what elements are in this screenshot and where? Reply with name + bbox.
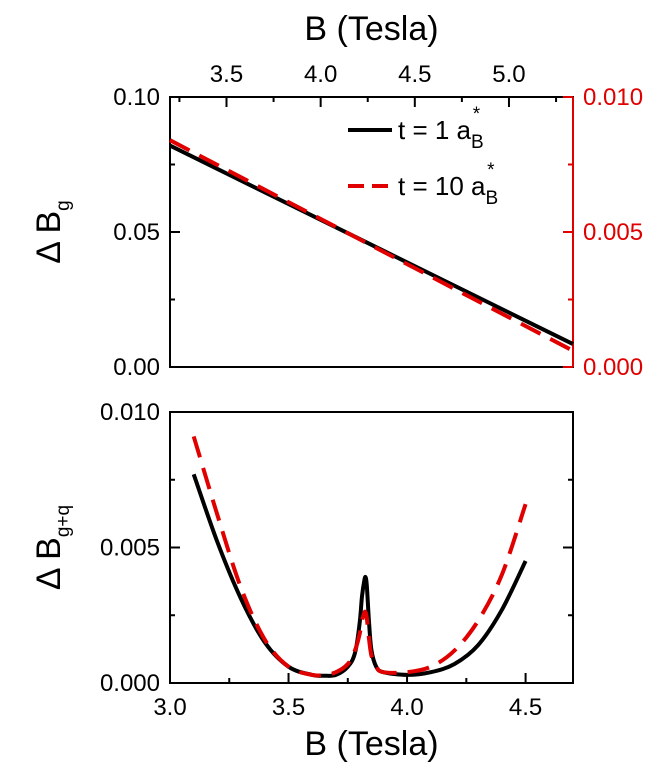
bottom-x-tick-label: 3.0 [153, 694, 186, 721]
top-left-y-tick-label: 0.10 [113, 84, 160, 111]
legend: t = 1 aB*t = 10 aB* [348, 104, 498, 209]
bottom-y-axis-title: Δ Bg+q [30, 505, 74, 590]
top-left-y-tick-label: 0.05 [113, 219, 160, 246]
top-y-axis-title-sub: g [53, 200, 74, 211]
legend-label-1-sup: * [473, 104, 481, 125]
legend-label-2-main: t = 10 a [398, 171, 486, 201]
top-y-axis-title-main: Δ B [30, 211, 68, 264]
top-series-2-line [169, 138, 574, 353]
top-x-tick-label: 4.0 [304, 61, 337, 88]
top-panel: 3.5 4.0 4.5 5.00.000.050.100.0000.0050.010 … [30, 10, 643, 381]
legend-label-2-sub: B [485, 188, 498, 209]
legend-label-1-main: t = 1 a [398, 115, 472, 145]
top-x-tick-label: 5.0 [492, 61, 525, 88]
top-series-1-line [169, 143, 574, 346]
top-right-y-tick-label: 0.010 [583, 84, 643, 111]
bottom-x-tick-label: 3.5 [272, 694, 305, 721]
top-y-axis-title: Δ Bg [30, 200, 74, 264]
legend-label-2: t = 10 aB * [398, 160, 498, 209]
top-plot-frame [169, 96, 574, 368]
legend-label-2-sup: * [487, 160, 495, 181]
bottom-x-axis-title: B (Tesla) [304, 725, 438, 763]
top-right-y-tick-label: 0.000 [583, 354, 643, 381]
bottom-y-tick-label: 0.010 [100, 399, 160, 426]
top-x-axis-title: B (Tesla) [304, 10, 438, 48]
top-left-y-tick-label: 0.00 [113, 354, 160, 381]
bottom-series-1-line [191, 473, 528, 678]
top-x-tick-label: 3.5 [210, 61, 243, 88]
legend-label-1: t = 1 aB * [398, 104, 484, 153]
legend-label-1-sub: B [471, 132, 484, 153]
bottom-y-axis-title-sub: g+q [53, 505, 74, 537]
top-right-y-tick-label: 0.005 [583, 219, 643, 246]
bottom-y-axis-title-main: Δ B [30, 537, 68, 590]
bottom-y-tick-label: 0.005 [100, 535, 160, 562]
bottom-y-tick-label: 0.000 [100, 670, 160, 697]
bottom-x-tick-label: 4.5 [509, 694, 542, 721]
bottom-x-tick-label: 4.0 [390, 694, 423, 721]
bottom-panel: 3.0 3.5 4.0 4.5 0.000 0.005 0.010 B (Tesla) Δ … [30, 399, 574, 763]
top-x-tick-label: 4.5 [398, 61, 431, 88]
bottom-series-2-line [191, 435, 528, 678]
